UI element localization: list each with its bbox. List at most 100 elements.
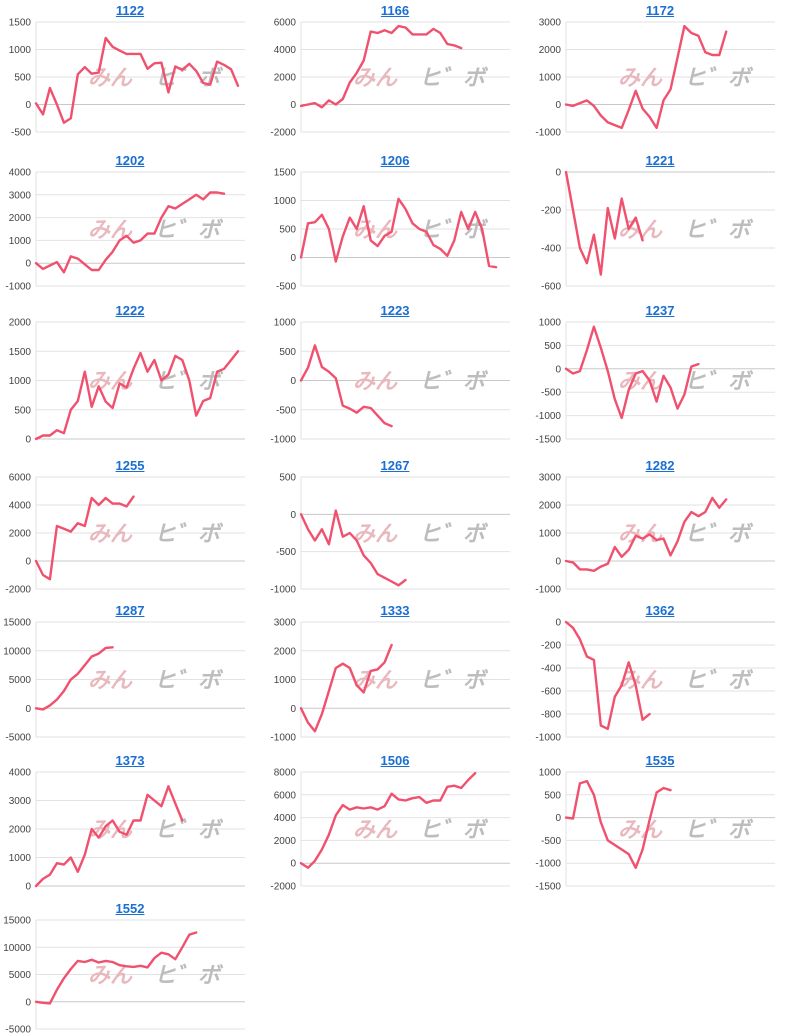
y-tick-label: 0 [555,618,561,629]
chart-title-link[interactable]: 1362 [645,603,675,618]
y-tick-label: -5000 [5,733,31,744]
chart-title-link[interactable]: 1202 [115,153,145,168]
y-tick-label: 2000 [9,825,32,836]
watermark-text: ヒ゛ボ [154,817,224,842]
chart-panel-1206: 1206 -500 0 500 1000 1500 みん ヒ゛ボ [265,150,525,293]
y-tick-label: 4000 [9,501,32,512]
y-tick-label: 2000 [9,318,32,329]
chart-title-link[interactable]: 1237 [645,303,675,318]
y-tick-label: 1500 [274,168,297,179]
y-tick-label: -600 [541,687,561,698]
watermark-text: みん [618,65,663,90]
y-tick-label: 0 [25,557,31,568]
line-chart: -2000 0 2000 4000 6000 8000 みん ヒ゛ボ [270,768,510,893]
y-tick-label: 3000 [539,473,562,484]
chart-title-link[interactable]: 1552 [115,901,145,916]
y-tick-label: 1000 [274,318,297,329]
watermark-text: みん [88,521,133,546]
chart-title-link[interactable]: 1506 [380,753,410,768]
chart-title-link[interactable]: 1166 [380,3,410,18]
y-tick-label: -2000 [270,882,296,893]
chart-title-link[interactable]: 1122 [115,3,145,18]
chart-title-link[interactable]: 1267 [380,458,410,473]
series-line [34,495,135,581]
series-line [564,170,644,276]
y-tick-label: -1000 [535,859,561,870]
y-tick-label: 3000 [274,618,297,629]
y-tick-label: 8000 [274,768,297,779]
chart-title-link[interactable]: 1287 [115,603,145,618]
y-tick-label: -1500 [535,435,561,446]
chart-panel-1122: 1122 -500 0 500 1000 1500 みん ヒ゛ボ [0,0,260,139]
chart-panel-1237: 1237 -1500 -1000 -500 0 500 1000 みん ヒ゛ボ [530,300,790,446]
watermark-text: みん [353,369,398,394]
chart-panel-1535: 1535 -1500 -1000 -500 0 500 1000 みん ヒ゛ボ [530,750,790,893]
y-tick-label: 3000 [9,796,32,807]
chart-title-link[interactable]: 1373 [115,753,145,768]
y-tick-label: -500 [541,388,561,399]
chart-title-link[interactable]: 1255 [115,458,145,473]
watermark-text: みん [88,369,133,394]
line-chart: -2000 0 2000 4000 6000 みん ヒ゛ボ [270,18,510,139]
watermark-text: みん [353,521,398,546]
chart-title-link[interactable]: 1282 [645,458,675,473]
y-tick-label: 0 [290,510,296,521]
y-tick-label: 1000 [9,853,32,864]
series-line [564,325,700,420]
chart-title-link[interactable]: 1223 [380,303,410,318]
series-line [299,344,393,428]
chart-title-link[interactable]: 1172 [645,3,675,18]
chart-title-link[interactable]: 1221 [645,153,675,168]
line-chart: -1000 -500 0 500 みん ヒ゛ボ [270,473,510,596]
chart-panel-1287: 1287 -5000 0 5000 10000 15000 みん ヒ゛ボ [0,600,260,744]
y-tick-label: 2000 [274,646,297,657]
series-line [34,931,198,1005]
y-tick-label: -200 [541,641,561,652]
chart-panel-1362: 1362 -1000 -800 -600 -400 -200 0 みん ヒ゛ボ [530,600,790,744]
y-tick-label: 0 [290,253,296,264]
y-tick-label: -500 [11,128,31,139]
watermark-text: ヒ゛ボ [154,521,224,546]
y-tick-label: 4000 [274,45,297,56]
y-tick-label: 5000 [9,675,32,686]
series-line [299,197,498,269]
y-tick-label: -500 [276,547,296,558]
chart-title-link[interactable]: 1333 [380,603,410,618]
y-tick-label: 500 [14,73,31,84]
watermark-text: ヒ゛ボ [684,668,754,693]
y-tick-label: 0 [555,557,561,568]
series-line [34,785,184,888]
y-tick-label: 3000 [9,190,32,201]
series-line [34,191,226,274]
chart-title-link[interactable]: 1222 [115,303,145,318]
chart-title-link[interactable]: 1535 [645,753,675,768]
y-tick-label: 0 [555,100,561,111]
watermark-text: ヒ゛ボ [684,369,754,394]
y-tick-label: -200 [541,206,561,217]
y-tick-label: 0 [25,435,31,446]
chart-title-link[interactable]: 1206 [380,153,410,168]
y-tick-label: 5000 [9,970,32,981]
watermark-text: ヒ゛ボ [684,217,754,242]
y-tick-label: 500 [279,473,296,484]
series-line [299,643,393,733]
chart-panel-1282: 1282 -1000 0 1000 2000 3000 みん ヒ゛ボ [530,455,790,596]
y-tick-label: 0 [25,259,31,270]
watermark-text: みん [88,65,133,90]
chart-panel-1172: 1172 -1000 0 1000 2000 3000 みん ヒ゛ボ [530,0,790,139]
y-tick-label: 2000 [539,45,562,56]
series-line [564,24,728,130]
y-tick-label: 1000 [539,768,562,779]
y-tick-label: -1000 [5,282,31,293]
chart-panel-1166: 1166 -2000 0 2000 4000 6000 みん ヒ゛ボ [265,0,525,139]
y-tick-label: 0 [25,100,31,111]
series-line [34,646,114,711]
y-tick-label: 1000 [539,318,562,329]
y-tick-label: 1000 [274,196,297,207]
y-tick-label: -1000 [535,733,561,744]
y-tick-label: 1000 [274,675,297,686]
chart-panel-1373: 1373 0 1000 2000 3000 4000 みん ヒ゛ボ [0,750,260,893]
